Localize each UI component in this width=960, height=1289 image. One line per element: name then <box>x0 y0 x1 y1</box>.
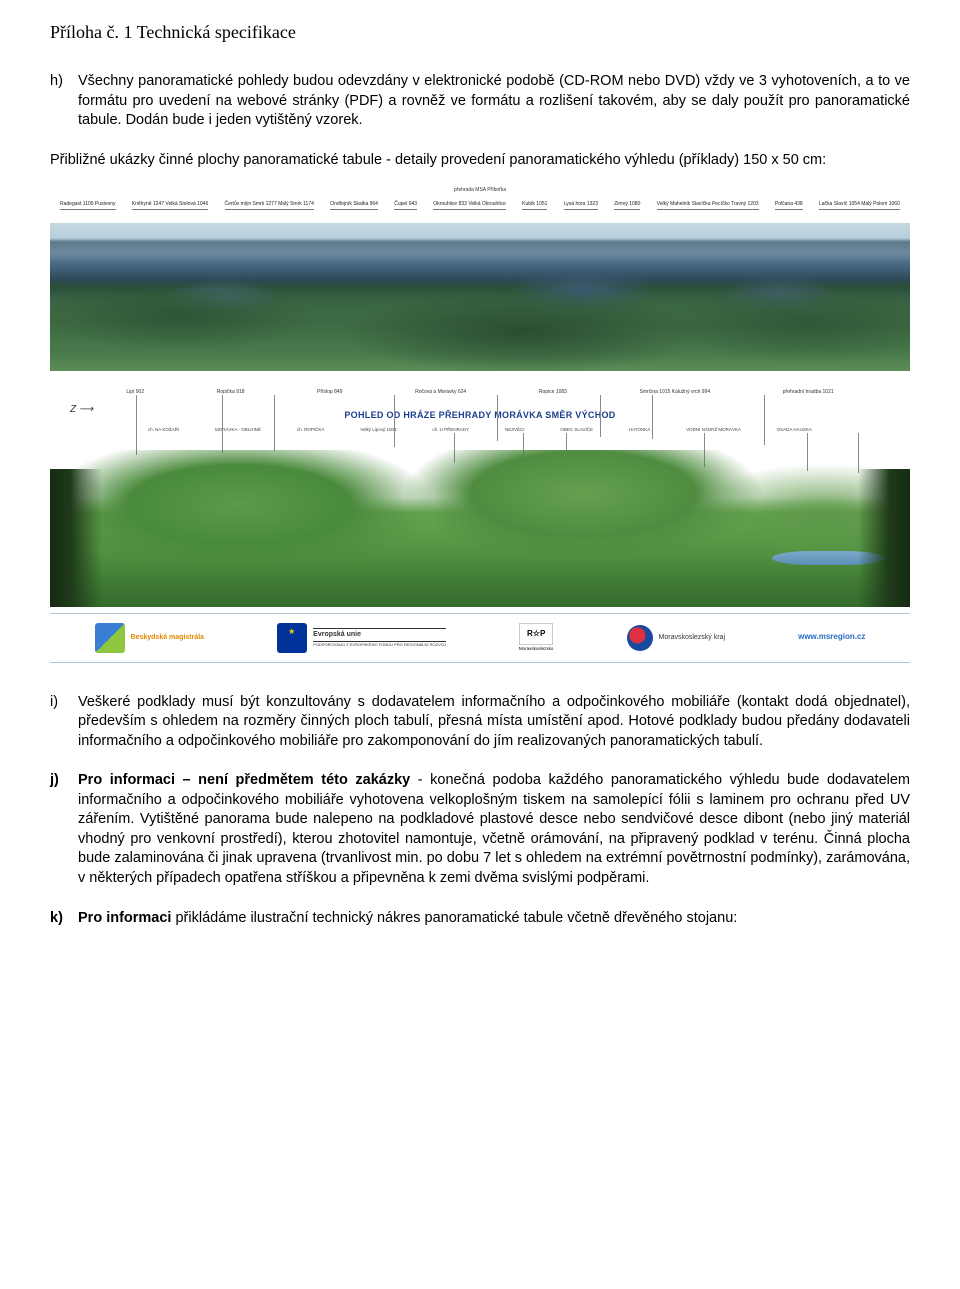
rop-icon: R☆P <box>519 623 553 645</box>
peak-label: Lysá hora 1323 <box>564 201 598 211</box>
peak-label: přehradní hradba 1021 <box>783 389 834 396</box>
bm-text: Beskydská magistrála <box>131 633 205 642</box>
page-title: Příloha č. 1 Technická specifikace <box>50 20 910 44</box>
peak-label: Zimný 1080 <box>614 201 640 211</box>
pano2-foreground-right <box>858 469 910 607</box>
item-k-lead: Pro informaci <box>78 910 171 926</box>
peak-label: Okrouhlice 833 Velká Okrouhlice <box>433 201 506 211</box>
msregion-url: www.msregion.cz <box>798 632 865 643</box>
logo-beskydska: Beskydská magistrála <box>95 623 205 653</box>
leader-line <box>394 395 395 447</box>
panorama-sample-1: přehrada MSA Příbořka Radegast 1105 Pust… <box>50 181 910 371</box>
place-label: Velký Lipový 1003 <box>360 427 396 433</box>
place-label: ch. U PŘEHRADY <box>432 427 469 433</box>
place-label: HATONKA <box>629 427 650 433</box>
eu-flag-icon <box>277 623 307 653</box>
peak-label: Ropička 918 <box>217 389 245 396</box>
item-j-text: Pro informaci – není předmětem této zaká… <box>78 771 910 888</box>
rop-sub: Moravskoslezsko <box>519 646 554 652</box>
logo-eu: Evropská unie PODPOROVÁNO Z EVROPSKÉHO F… <box>277 623 446 653</box>
pano2-top-labels: Lipí 902 Ropička 918 Příslop 849 Ročová … <box>50 389 910 396</box>
place-label: ch. ROPIČKA <box>297 427 325 433</box>
panorama-caption: Přibližné ukázky činné plochy panoramati… <box>50 151 910 171</box>
leader-line <box>497 395 498 441</box>
pano1-tiny-title: přehrada MSA Příbořka <box>50 187 910 194</box>
peak-label: Příslop 849 <box>317 389 342 396</box>
item-h: h) Všechny panoramatické pohledy budou o… <box>50 72 910 131</box>
peak-label: Kněhyně 1247 Velká Stolová 1046 <box>132 201 208 211</box>
pano2-foreground-left <box>50 469 102 607</box>
leader-line <box>600 395 601 437</box>
peak-label: Čertův mlýn Smrk 1277 Malý Smrk 1174 <box>225 201 314 211</box>
leader-line <box>222 395 223 453</box>
eu-line2: PODPOROVÁNO Z EVROPSKÉHO FONDU PRO REGIO… <box>313 642 446 647</box>
item-j-lead: Pro informaci – není předmětem této zaká… <box>78 772 410 788</box>
item-k-body: přikládáme ilustrační technický nákres p… <box>171 910 737 926</box>
pano2-hills <box>50 450 910 606</box>
peak-label: Ondřejník Skalka 964 <box>330 201 378 211</box>
leader-line <box>136 395 137 455</box>
pano2-bottom-labels: ch. NA KOŽAŘI MORÁVKA - OBLIHNÉ ch. ROPI… <box>50 427 910 433</box>
pano1-peak-labels: Radegast 1105 Pustevny Kněhyně 1247 Velk… <box>50 201 910 211</box>
peak-label: Čupel 943 <box>394 201 417 211</box>
place-label: VODNÍ NÁDRŽ MORÁVKA <box>686 427 741 433</box>
item-h-marker: h) <box>50 72 78 131</box>
eu-line1: Evropská unie <box>313 628 446 641</box>
logo-msk: Moravskoslezský kraj <box>627 625 726 651</box>
peak-label: Polčana 438 <box>775 201 803 211</box>
bm-icon <box>95 623 125 653</box>
item-k-marker: k) <box>50 909 78 929</box>
item-h-text: Všechny panoramatické pohledy budou odev… <box>78 72 910 131</box>
msk-icon <box>627 625 653 651</box>
pano1-forest <box>50 291 910 371</box>
item-j-marker: j) <box>50 771 78 888</box>
leader-line <box>652 395 653 439</box>
place-label: ch. NA KOŽAŘI <box>148 427 179 433</box>
logo-rop: R☆P Moravskoslezsko <box>519 623 554 652</box>
peak-label: Ročová a Morávky 624 <box>415 389 466 396</box>
peak-label: Radegast 1105 Pustevny <box>60 201 116 211</box>
leader-line <box>764 395 765 445</box>
msk-text: Moravskoslezský kraj <box>659 633 726 642</box>
item-k: k) Pro informaci přikládáme ilustrační t… <box>50 909 910 929</box>
item-i: i) Veškeré podklady musí být konzultován… <box>50 693 910 752</box>
item-k-text: Pro informaci přikládáme ilustrační tech… <box>78 909 910 929</box>
item-j-body: - konečná podoba každého panoramatického… <box>78 772 910 886</box>
leader-line <box>274 395 275 451</box>
item-i-text: Veškeré podklady musí být konzultovány s… <box>78 693 910 752</box>
panorama-sample-2: Z ⟶ Lipí 902 Ropička 918 Příslop 849 Roč… <box>50 377 910 607</box>
peak-label: Lačka Slavíč 1054 Malý Polom 1060 <box>819 201 900 211</box>
peak-label: Ropice 1083 <box>539 389 567 396</box>
item-j: j) Pro informaci – není předmětem této z… <box>50 771 910 888</box>
pano2-title: POHLED OD HRÁZE PŘEHRADY MORÁVKA SMĚR VÝ… <box>50 409 910 421</box>
logo-strip: Beskydská magistrála Evropská unie PODPO… <box>50 613 910 663</box>
place-label: NEZVĚCI <box>505 427 525 433</box>
item-i-marker: i) <box>50 693 78 752</box>
peak-label: Velký Mahelník Slavíčka Pecíčko Travný 1… <box>657 201 759 211</box>
peak-label: Smrčina 1015 Kalužný vrch 994 <box>640 389 711 396</box>
peak-label: Kubík 1051 <box>522 201 547 211</box>
eu-text: Evropská unie PODPOROVÁNO Z EVROPSKÉHO F… <box>313 628 446 647</box>
